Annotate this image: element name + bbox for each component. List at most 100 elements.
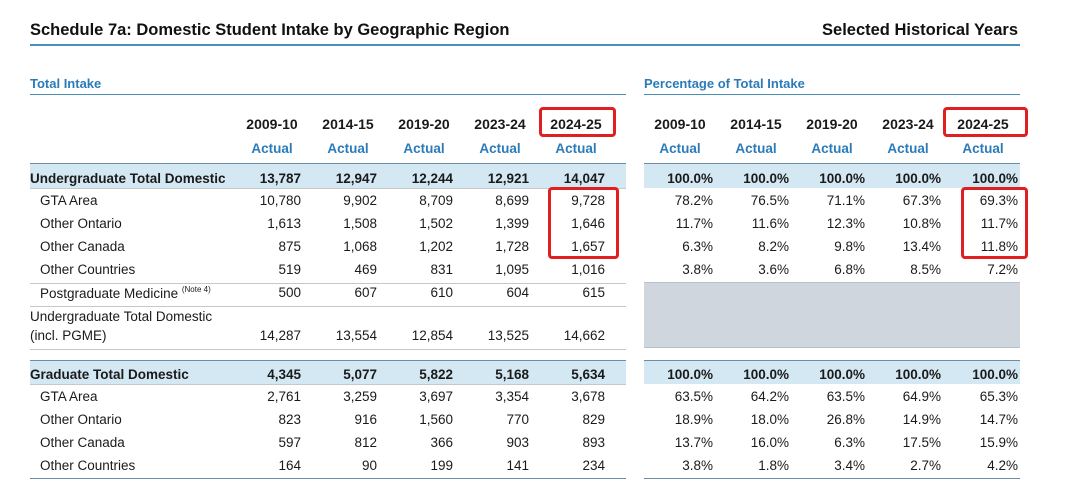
pct-year-header: 2023-24 [882,116,934,132]
pct-cell: 78.2% [674,193,713,208]
value-cell: 916 [354,412,377,427]
pct-cell: 63.5% [674,389,713,404]
value-cell: 234 [582,458,605,473]
value-cell: 893 [582,435,605,450]
pct-cell: 9.8% [834,239,865,254]
table-rule [644,478,1020,479]
pct-cell: 3.8% [682,458,713,473]
value-cell: 2,761 [267,389,301,404]
year-header: 2023-24 [474,116,526,132]
value-cell: 14,047 [563,171,605,186]
value-cell: 90 [361,458,377,473]
value-cell: 9,728 [571,193,605,208]
year-header: 2014-15 [322,116,374,132]
value-cell: 4,345 [267,367,301,382]
row-label: GTA Area [40,193,98,208]
actual-header: Actual [403,141,445,156]
pct-cell: 17.5% [902,435,941,450]
section-label-total-intake: Total Intake [30,76,102,91]
pct-cell: 14.9% [902,412,941,427]
table-rule [644,163,1020,164]
actual-header: Actual [251,141,293,156]
highlight-box-year [539,107,616,137]
pct-cell: 13.7% [674,435,713,450]
pct-cell: 63.5% [826,389,865,404]
value-cell: 831 [430,262,453,277]
value-cell: 829 [582,412,605,427]
pct-cell: 6.8% [834,262,865,277]
pct-cell: 15.9% [979,435,1018,450]
pct-actual-header: Actual [735,141,777,156]
value-cell: 1,646 [571,216,605,231]
pct-year-header: 2024-25 [957,116,1009,132]
pct-cell: 67.3% [902,193,941,208]
row-label: Other Ontario [40,412,122,427]
value-cell: 812 [354,435,377,450]
pct-cell: 26.8% [826,412,865,427]
highlight-box-pct-year [943,107,1028,137]
value-cell: 141 [506,458,529,473]
value-cell: 13,787 [259,171,301,186]
value-cell: 3,678 [571,389,605,404]
pct-cell: 64.9% [902,389,941,404]
value-cell: 1,502 [419,216,453,231]
value-cell: 5,077 [343,367,377,382]
value-cell: 597 [278,435,301,450]
empty-pct-block [644,282,1020,348]
pct-cell: 7.2% [987,262,1018,277]
table-rule [30,478,626,479]
row-label: GTA Area [40,389,98,404]
value-cell: 500 [278,285,301,300]
actual-header: Actual [327,141,369,156]
total-row-band [30,361,626,384]
row-label: Other Countries [40,458,136,473]
pct-cell: 100.0% [972,367,1018,382]
pct-cell: 100.0% [743,171,789,186]
pct-actual-header: Actual [811,141,853,156]
pct-year-header: 2009-10 [654,116,706,132]
pct-cell: 3.6% [758,262,789,277]
pct-cell: 18.9% [674,412,713,427]
value-cell: 610 [430,285,453,300]
highlight-box-values [548,187,619,259]
value-cell: 615 [582,285,605,300]
pct-cell: 6.3% [834,435,865,450]
value-cell: 10,780 [259,193,301,208]
pct-cell: 100.0% [819,367,865,382]
row-label: Postgraduate Medicine (Note 4) [40,285,211,301]
row-label: Graduate Total Domestic [30,367,189,382]
value-cell: 366 [430,435,453,450]
value-cell: 604 [506,285,529,300]
pct-cell: 65.3% [979,389,1018,404]
value-cell: 469 [354,262,377,277]
value-cell: 14,287 [259,328,301,343]
pct-cell: 64.2% [750,389,789,404]
value-cell: 903 [506,435,529,450]
value-cell: 1,560 [419,412,453,427]
pct-cell: 11.7% [980,216,1018,231]
pct-cell: 100.0% [972,171,1018,186]
pct-cell: 3.8% [682,262,713,277]
row-label: Other Canada [40,239,125,254]
value-cell: 1,399 [495,216,529,231]
pct-cell: 8.2% [758,239,789,254]
actual-header: Actual [555,141,597,156]
value-cell: 3,259 [343,389,377,404]
pct-actual-header: Actual [887,141,929,156]
value-cell: 199 [430,458,453,473]
value-cell: 14,662 [563,328,605,343]
row-label: Other Countries [40,262,136,277]
section-label-percentage: Percentage of Total Intake [644,76,805,91]
pct-cell: 100.0% [743,367,789,382]
value-cell: 1,068 [343,239,377,254]
value-cell: 1,016 [571,262,605,277]
year-header: 2009-10 [246,116,298,132]
title-bar: Schedule 7a: Domestic Student Intake by … [30,18,1020,46]
pct-cell: 100.0% [667,367,713,382]
row-divider [30,283,626,284]
pct-cell: 3.4% [834,458,865,473]
pct-cell: 10.8% [902,216,941,231]
table-rule [30,360,626,361]
row-label: Undergraduate Total Domestic [30,309,213,324]
value-cell: 770 [506,412,529,427]
